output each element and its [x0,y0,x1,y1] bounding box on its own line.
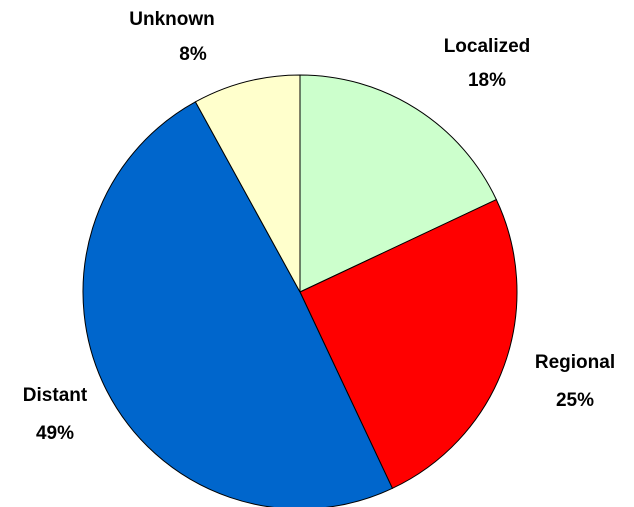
slice-label: Unknown [129,9,215,30]
slice-value-label: 18% [468,70,506,91]
slice-value-label: 8% [179,44,207,65]
pie-slice [299,74,498,293]
slice-value-label: 49% [36,423,74,444]
slice-label: Regional [535,352,615,373]
slice-label: Distant [23,385,88,406]
pie-slice [299,198,518,490]
slice-value-label: 25% [556,390,594,411]
pie-slice [194,74,301,293]
slice-label: Localized [444,36,531,57]
pie-slice [82,101,394,507]
